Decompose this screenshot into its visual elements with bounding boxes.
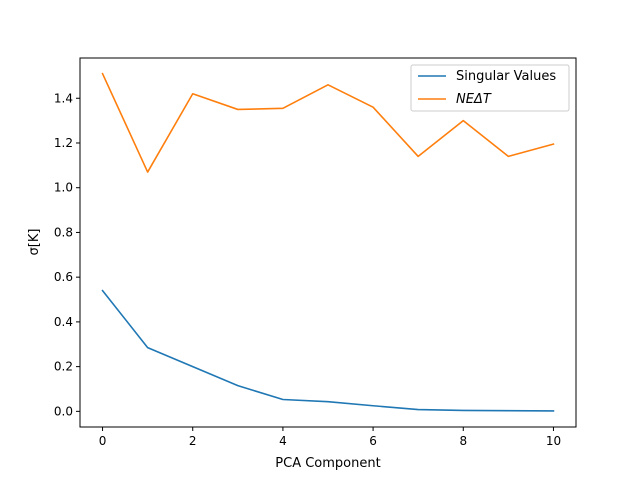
y-tick-label: 0.6 bbox=[54, 270, 73, 284]
x-tick-label: 4 bbox=[279, 434, 287, 448]
plot-frame bbox=[79, 57, 577, 428]
series-layer bbox=[101, 72, 555, 412]
y-tick-label: 1.2 bbox=[54, 136, 73, 150]
legend-label-nedt: NEΔT bbox=[456, 92, 492, 107]
legend-label-singular-values: Singular Values bbox=[456, 69, 556, 84]
y-tick-label: 1.0 bbox=[54, 181, 73, 195]
legend-box bbox=[410, 64, 570, 112]
series-line-nedt bbox=[101, 72, 555, 173]
x-tick-label: 6 bbox=[369, 434, 377, 448]
y-tick-label: 1.4 bbox=[54, 91, 73, 105]
x-axis-ticks: 0 2 4 6 8 10 bbox=[99, 427, 561, 448]
y-tick-label: 0.2 bbox=[54, 360, 73, 374]
y-tick-label: 0.4 bbox=[54, 315, 73, 329]
y-axis-label: σ[K] bbox=[27, 229, 42, 256]
x-tick-label: 10 bbox=[546, 434, 561, 448]
x-tick-label: 8 bbox=[459, 434, 467, 448]
series-line-singular-values bbox=[101, 289, 555, 412]
x-tick-label: 0 bbox=[99, 434, 107, 448]
y-axis-ticks: 0.0 0.2 0.4 0.6 0.8 1.0 1.2 1.4 bbox=[54, 91, 80, 418]
x-axis-label: PCA Component bbox=[275, 456, 380, 471]
y-tick-label: 0.0 bbox=[54, 404, 73, 418]
legend: Singular Values NEΔT bbox=[410, 64, 570, 112]
y-tick-label: 0.8 bbox=[54, 225, 73, 239]
x-tick-label: 2 bbox=[189, 434, 197, 448]
